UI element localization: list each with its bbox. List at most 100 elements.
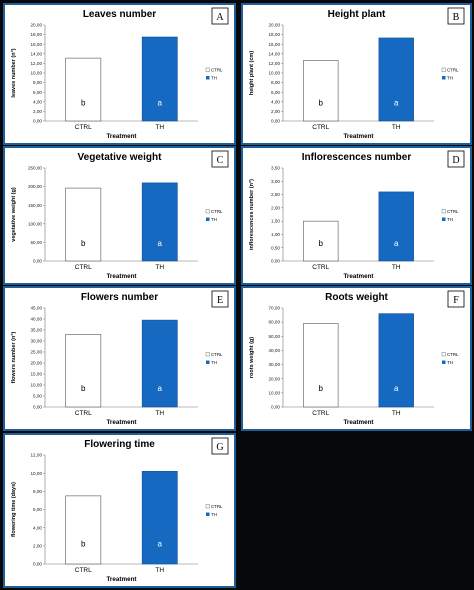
y-axis-label: flowers number (n°) bbox=[11, 331, 17, 383]
x-axis-label: Treatment bbox=[106, 419, 137, 426]
significance-letter: b bbox=[319, 239, 324, 248]
y-tick-label: 60,00 bbox=[269, 320, 281, 325]
x-tick-label: TH bbox=[155, 567, 164, 574]
panel-letter: E bbox=[217, 295, 223, 306]
panel-letter: B bbox=[453, 12, 460, 23]
legend-swatch-th bbox=[442, 217, 446, 221]
significance-letter: b bbox=[81, 384, 86, 393]
x-tick-label: CTRL bbox=[75, 264, 92, 271]
y-tick-label: 50,00 bbox=[269, 334, 281, 339]
y-tick-label: 14,00 bbox=[31, 51, 43, 56]
legend-label-th: TH bbox=[211, 512, 217, 517]
y-tick-label: 150,00 bbox=[28, 203, 42, 208]
legend-swatch-ctrl bbox=[205, 67, 210, 72]
y-tick-label: 0,00 bbox=[33, 259, 42, 264]
y-tick-label: 8,00 bbox=[271, 80, 280, 85]
significance-letter: a bbox=[158, 540, 163, 549]
y-tick-label: 250,00 bbox=[28, 166, 42, 171]
y-tick-label: 0,00 bbox=[33, 119, 42, 124]
chart-title: Leaves number bbox=[83, 9, 156, 20]
panel-letter-box bbox=[447, 290, 465, 308]
x-axis-label: Treatment bbox=[343, 133, 374, 140]
significance-letter: a bbox=[158, 239, 163, 248]
panel-letter: A bbox=[216, 12, 224, 23]
y-axis-label: height plant (cm) bbox=[249, 51, 255, 95]
panel-letter-box bbox=[211, 290, 229, 308]
y-tick-label: 30,00 bbox=[269, 362, 281, 367]
y-tick-label: 2,00 bbox=[33, 543, 42, 548]
x-axis-label: Treatment bbox=[343, 273, 374, 280]
bar-th bbox=[141, 319, 178, 408]
chart-svg: Flowers number E 0,00 5,00 10,00 15,00 20,00 25… bbox=[11, 290, 229, 426]
y-tick-label: 10,00 bbox=[269, 71, 281, 76]
y-axis-label: roots weight (g) bbox=[249, 337, 255, 378]
x-axis-label: Treatment bbox=[106, 133, 137, 140]
y-tick-label: 16,00 bbox=[269, 42, 281, 47]
x-tick-label: CTRL bbox=[75, 567, 92, 574]
x-tick-label: TH bbox=[392, 264, 401, 271]
x-axis-label: Treatment bbox=[106, 576, 137, 583]
legend-swatch-ctrl bbox=[441, 67, 446, 72]
legend-swatch-th bbox=[206, 360, 210, 364]
bar-ctrl bbox=[303, 60, 339, 122]
chart-panel-g: Flowering time G 0,00 2,00 4,00 6,00 8,00 10,00… bbox=[3, 433, 236, 588]
y-tick-label: 0,00 bbox=[271, 119, 280, 124]
y-tick-label: 20,00 bbox=[31, 23, 43, 28]
legend-label-ctrl: CTRL bbox=[447, 209, 459, 214]
x-tick-label: TH bbox=[392, 124, 401, 131]
y-axis-label: leaves number (n°) bbox=[11, 48, 17, 97]
panel-letter-box bbox=[447, 7, 465, 25]
panel-letter-box bbox=[211, 150, 229, 168]
chart-title: Flowers number bbox=[81, 292, 158, 303]
chart-title: Inflorescences number bbox=[302, 152, 412, 163]
y-axis-label: inflorescences number (n°) bbox=[249, 179, 255, 250]
y-tick-label: 0,00 bbox=[271, 405, 280, 410]
legend-swatch-ctrl bbox=[205, 352, 210, 357]
y-tick-label: 4,00 bbox=[33, 525, 42, 530]
bar-ctrl bbox=[303, 220, 339, 262]
legend-label-ctrl: CTRL bbox=[211, 209, 223, 214]
y-axis-label: vegetative weight (g) bbox=[11, 187, 17, 242]
bar-th bbox=[378, 191, 414, 262]
chart-panel-a: Leaves number A 0,00 2,00 4,00 6,00 8,00 10,00 1… bbox=[3, 3, 236, 145]
y-tick-label: 6,00 bbox=[33, 507, 42, 512]
y-axis-label: flowering time (days) bbox=[11, 482, 17, 537]
chart-panel-e: Flowers number E 0,00 5,00 10,00 15,00 20,00 25… bbox=[3, 286, 236, 431]
y-tick-label: 35,00 bbox=[31, 328, 43, 333]
bar-th bbox=[141, 471, 178, 565]
chart-title: Roots weight bbox=[325, 292, 388, 303]
panel-letter-box bbox=[211, 437, 229, 455]
legend-swatch-ctrl bbox=[441, 352, 446, 357]
legend-swatch-th bbox=[206, 76, 210, 80]
bar-ctrl bbox=[303, 323, 339, 408]
y-tick-label: 25,00 bbox=[31, 350, 43, 355]
panel-letter-box bbox=[447, 150, 465, 168]
x-tick-label: TH bbox=[155, 410, 164, 417]
y-tick-label: 40,00 bbox=[31, 317, 43, 322]
y-tick-label: 45,00 bbox=[31, 306, 43, 311]
y-tick-label: 12,00 bbox=[31, 61, 43, 66]
legend-swatch-th bbox=[206, 512, 210, 516]
bar-ctrl bbox=[65, 334, 102, 408]
y-tick-label: 10,00 bbox=[31, 71, 43, 76]
y-tick-label: 20,00 bbox=[269, 376, 281, 381]
y-tick-label: 2,00 bbox=[33, 109, 42, 114]
legend-label-ctrl: CTRL bbox=[447, 352, 459, 357]
bar-ctrl bbox=[65, 187, 102, 262]
x-tick-label: CTRL bbox=[75, 410, 92, 417]
y-tick-label: 12,00 bbox=[31, 453, 43, 458]
y-tick-label: 8,00 bbox=[33, 489, 42, 494]
legend-swatch-ctrl bbox=[205, 209, 210, 214]
y-tick-label: 20,00 bbox=[31, 361, 43, 366]
x-tick-label: CTRL bbox=[312, 410, 329, 417]
chart-svg: Flowering time G 0,00 2,00 4,00 6,00 8,00 10,00… bbox=[11, 437, 229, 583]
y-tick-label: 30,00 bbox=[31, 339, 43, 344]
panel-letter: D bbox=[452, 155, 459, 166]
y-tick-label: 3,50 bbox=[271, 166, 280, 171]
significance-letter: b bbox=[81, 540, 86, 549]
y-tick-label: 2,50 bbox=[271, 192, 280, 197]
bar-th bbox=[378, 37, 414, 122]
y-tick-label: 6,00 bbox=[33, 90, 42, 95]
y-tick-label: 4,00 bbox=[33, 99, 42, 104]
significance-letter: a bbox=[394, 239, 399, 248]
